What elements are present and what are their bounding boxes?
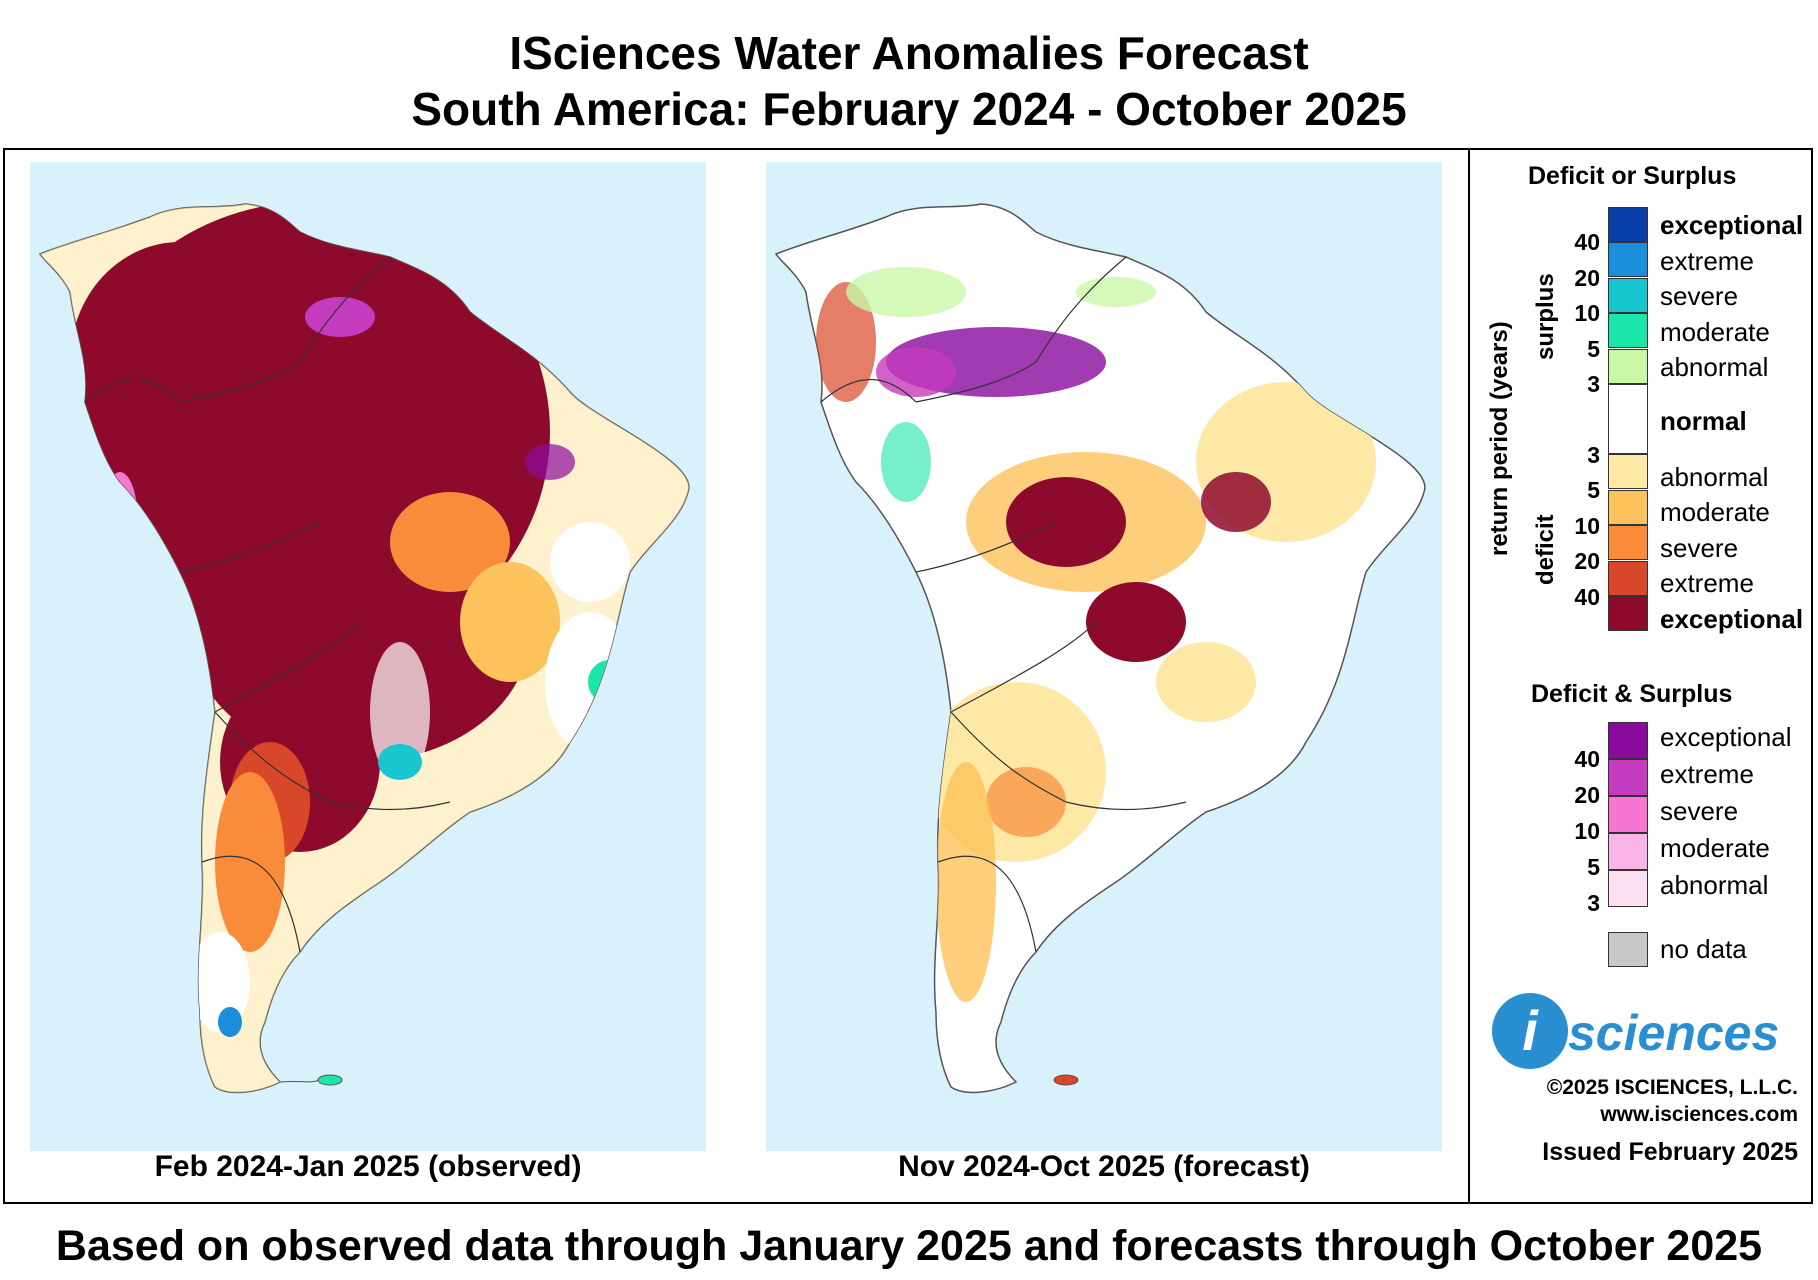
label-normal: normal bbox=[1660, 406, 1747, 436]
logo-text: sciences bbox=[1568, 1005, 1779, 1061]
tick-both-10: 10 bbox=[1574, 818, 1600, 844]
copyright: ©2025 ISCIENCES, L.L.C. bbox=[1546, 1076, 1798, 1099]
country-borders-1 bbox=[84, 256, 451, 953]
legend-heading-deficit-or-surplus: Deficit or Surplus bbox=[1528, 162, 1737, 190]
label-both-abnormal: abnormal bbox=[1660, 870, 1769, 900]
swatch-deficit-severe bbox=[1608, 525, 1648, 560]
observed-map bbox=[30, 162, 706, 1151]
swatch-deficit-abnormal bbox=[1608, 454, 1648, 489]
swatch-normal bbox=[1608, 384, 1648, 454]
country-borders-2 bbox=[820, 256, 1187, 953]
label-surplus-severe: severe bbox=[1660, 281, 1739, 311]
label-deficit-severe: severe bbox=[1660, 533, 1739, 563]
label-deficit-extreme: extreme bbox=[1660, 568, 1754, 598]
forecast-map bbox=[766, 162, 1442, 1151]
tick-both-40: 40 bbox=[1574, 746, 1600, 772]
legend-divider bbox=[1468, 148, 1470, 1204]
tick-both-20: 20 bbox=[1574, 782, 1600, 808]
swatch-surplus-exceptional bbox=[1608, 207, 1648, 242]
swatch-both-severe bbox=[1608, 796, 1648, 833]
falkland-islands-1 bbox=[317, 1074, 343, 1086]
label-both-exceptional: exceptional bbox=[1660, 722, 1792, 752]
label-deficit-moderate: moderate bbox=[1660, 497, 1770, 527]
legend-surplus-label: surplus bbox=[1532, 273, 1559, 360]
label-surplus-exceptional: exceptional bbox=[1660, 210, 1804, 240]
label-surplus-moderate: moderate bbox=[1660, 317, 1770, 347]
label-surplus-abnormal: abnormal bbox=[1660, 352, 1769, 382]
website[interactable]: www.isciences.com bbox=[1600, 1103, 1798, 1126]
swatch-deficit-exceptional bbox=[1608, 596, 1648, 631]
tick-surplus-20: 20 bbox=[1574, 265, 1600, 291]
swatch-both-moderate bbox=[1608, 833, 1648, 870]
swatch-both-extreme bbox=[1608, 759, 1648, 796]
tick-surplus-40: 40 bbox=[1574, 229, 1600, 255]
swatch-no-data bbox=[1608, 932, 1648, 967]
tick-surplus-10: 10 bbox=[1574, 300, 1600, 326]
label-both-moderate: moderate bbox=[1660, 833, 1770, 863]
label-surplus-extreme: extreme bbox=[1660, 246, 1754, 276]
label-no-data: no data bbox=[1660, 934, 1747, 964]
legend-axis-label: return period (years) bbox=[1486, 321, 1513, 556]
swatch-deficit-moderate bbox=[1608, 490, 1648, 525]
footer-note: Based on observed data through January 2… bbox=[55, 1222, 1763, 1270]
tick-deficit-3: 3 bbox=[1587, 442, 1600, 468]
tick-deficit-20: 20 bbox=[1574, 548, 1600, 574]
observed-map-graphic bbox=[38, 203, 690, 1094]
swatch-deficit-extreme bbox=[1608, 561, 1648, 596]
map-frame bbox=[3, 148, 1813, 1204]
logo-letter: i bbox=[1522, 999, 1539, 1062]
swatch-surplus-abnormal bbox=[1608, 349, 1648, 384]
issued-date: Issued February 2025 bbox=[1542, 1138, 1798, 1166]
legend-heading-deficit-and-surplus: Deficit & Surplus bbox=[1531, 680, 1733, 708]
map-title-line2: South America: February 2024 - October 2… bbox=[411, 83, 1407, 135]
swatch-both-exceptional bbox=[1608, 722, 1648, 759]
tick-both-3: 3 bbox=[1587, 890, 1600, 916]
tick-deficit-40: 40 bbox=[1574, 584, 1600, 610]
tick-surplus-3: 3 bbox=[1587, 371, 1600, 397]
anomaly-layer-1 bbox=[40, 204, 689, 1093]
swatch-surplus-moderate bbox=[1608, 313, 1648, 348]
forecast-map-caption: Nov 2024-Oct 2025 (forecast) bbox=[898, 1150, 1310, 1183]
swatch-surplus-extreme bbox=[1608, 242, 1648, 277]
tick-surplus-5: 5 bbox=[1587, 336, 1600, 362]
falkland-islands-2 bbox=[1053, 1074, 1079, 1086]
tick-deficit-10: 10 bbox=[1574, 513, 1600, 539]
tick-deficit-5: 5 bbox=[1587, 477, 1600, 503]
legend-deficit-label: deficit bbox=[1532, 514, 1559, 585]
tick-both-5: 5 bbox=[1587, 854, 1600, 880]
swatch-both-abnormal bbox=[1608, 870, 1648, 907]
label-both-severe: severe bbox=[1660, 796, 1739, 826]
swatch-surplus-severe bbox=[1608, 278, 1648, 313]
label-deficit-abnormal: abnormal bbox=[1660, 462, 1769, 492]
observed-map-caption: Feb 2024-Jan 2025 (observed) bbox=[154, 1150, 582, 1183]
map-title-line1: ISciences Water Anomalies Forecast bbox=[509, 27, 1309, 79]
forecast-map-graphic bbox=[774, 203, 1426, 1094]
isciences-logo: i sciences bbox=[1488, 990, 1808, 1072]
label-both-extreme: extreme bbox=[1660, 759, 1754, 789]
label-deficit-exceptional: exceptional bbox=[1660, 604, 1804, 634]
